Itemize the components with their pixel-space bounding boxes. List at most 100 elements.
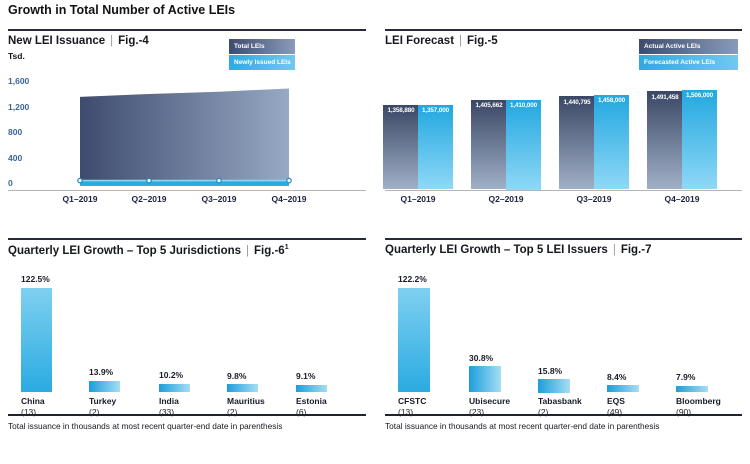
bar-cfstc xyxy=(398,287,430,393)
x-label: Q4–2019 xyxy=(271,194,307,204)
title-separator: | xyxy=(246,244,250,257)
fig4-x-axis xyxy=(8,189,366,192)
fig4-unit-label: Tsd. xyxy=(8,51,25,61)
count-label: (33) xyxy=(159,406,175,417)
count-label: (13) xyxy=(21,406,37,417)
y-tick: 400 xyxy=(8,153,23,163)
data-point-markers xyxy=(77,177,292,184)
fig5-title-text: LEI Forecast xyxy=(385,35,455,47)
x-label: Q2–2019 xyxy=(131,194,167,204)
bar-value-label: 1,506,000 xyxy=(685,92,714,100)
fig6-footnote-marker: 1 xyxy=(284,244,289,251)
divider xyxy=(385,238,742,240)
fig4-title: New LEI Issuance | Fig.-4 xyxy=(8,35,149,47)
bar-percent-label: 122.2% xyxy=(398,274,427,285)
data-point-marker xyxy=(286,177,292,184)
title-separator: | xyxy=(110,35,114,47)
bar-india xyxy=(159,383,190,393)
fig6-footnote: Total issuance in thousands at most rece… xyxy=(8,421,283,431)
bar-percent-label: 7.9% xyxy=(676,372,696,383)
footnote-divider xyxy=(8,414,366,416)
bar-percent-label: 30.8% xyxy=(469,352,494,363)
bar-value-label: 1,405,662 xyxy=(475,102,503,110)
category-label: CFSTC xyxy=(398,396,427,406)
x-label: Q1–2019 xyxy=(400,194,436,204)
fig7-title: Quarterly LEI Growth – Top 5 LEI Issuers… xyxy=(385,244,651,256)
fig7-number: Fig.-7 xyxy=(620,244,652,256)
legend-forecasted-active: Forecasted Active LEIs xyxy=(639,55,738,70)
bar-forecast: 1,357,000 xyxy=(418,104,453,190)
y-tick: 800 xyxy=(8,127,23,137)
count-label: (23) xyxy=(469,406,485,417)
x-label: Q1–2019 xyxy=(62,194,98,204)
total-leis-area xyxy=(80,88,289,181)
x-label: Q4–2019 xyxy=(664,194,700,204)
newly-issued-band xyxy=(80,180,289,186)
bar-forecast: 1,458,000 xyxy=(594,94,629,190)
fig7-footnote: Total issuance in thousands at most rece… xyxy=(385,421,660,431)
count-label: (90) xyxy=(676,406,692,417)
count-label: (2) xyxy=(89,406,100,417)
count-label: (49) xyxy=(607,406,623,417)
bar-value-label: 1,410,000 xyxy=(509,102,538,109)
x-label: Q2–2019 xyxy=(488,194,524,204)
bar-actual: 1,358,880 xyxy=(383,104,419,190)
fig4-number: Fig.-4 xyxy=(118,35,149,47)
count-label: (13) xyxy=(398,406,414,417)
category-label: Tabasbank xyxy=(538,396,582,406)
data-point-marker xyxy=(216,177,222,184)
fig6-number: Fig.-6 xyxy=(254,244,285,257)
data-point-marker xyxy=(77,177,83,184)
category-label: India xyxy=(159,396,179,406)
fig5-number: Fig.-5 xyxy=(467,35,498,47)
category-label: China xyxy=(21,396,45,406)
count-label: (6) xyxy=(296,406,307,417)
footnote-divider xyxy=(385,414,742,416)
bar-bloomberg xyxy=(676,385,708,393)
category-label: Mauritius xyxy=(227,396,265,406)
legend-actual-active: Actual Active LEIs xyxy=(639,39,738,54)
bar-percent-label: 15.8% xyxy=(538,365,563,376)
fig5-x-axis xyxy=(385,189,742,192)
y-tick: 0 xyxy=(8,178,13,188)
y-tick: 1,200 xyxy=(8,102,30,112)
bar-actual: 1,491,458 xyxy=(647,91,683,190)
bar-value-label: 1,358,880 xyxy=(387,107,415,115)
bar-percent-label: 8.4% xyxy=(607,371,627,382)
category-label: Estonia xyxy=(296,396,327,406)
bar-forecast: 1,506,000 xyxy=(682,89,717,190)
fig6-title: Quarterly LEI Growth – Top 5 Jurisdictio… xyxy=(8,244,289,257)
fig5-title: LEI Forecast | Fig.-5 xyxy=(385,35,498,47)
legend-newly-issued: Newly Issued LEIs xyxy=(229,55,295,70)
divider xyxy=(8,238,366,240)
count-label: (2) xyxy=(227,406,238,417)
bar-actual: 1,405,662 xyxy=(471,99,507,190)
divider xyxy=(385,29,742,31)
bar-actual: 1,440,795 xyxy=(559,96,595,190)
bar-ubisecure xyxy=(469,366,501,393)
bar-tabasbank xyxy=(538,379,570,393)
bar-value-label: 1,458,000 xyxy=(597,97,626,105)
title-separator: | xyxy=(459,35,463,47)
fig6-title-text: Quarterly LEI Growth – Top 5 Jurisdictio… xyxy=(8,244,242,257)
bar-percent-label: 13.9% xyxy=(89,367,114,378)
x-label: Q3–2019 xyxy=(201,194,237,204)
category-label: EQS xyxy=(607,396,625,406)
bar-estonia xyxy=(296,384,327,393)
bar-value-label: 1,491,458 xyxy=(651,93,679,101)
x-label: Q3–2019 xyxy=(576,194,612,204)
legend-total-leis: Total LEIs xyxy=(229,39,295,54)
fig7-title-text: Quarterly LEI Growth – Top 5 LEI Issuers xyxy=(385,244,608,256)
bar-value-label: 1,357,000 xyxy=(421,107,450,115)
category-label: Ubisecure xyxy=(469,396,511,406)
y-tick: 1,600 xyxy=(8,76,30,86)
category-label: Bloomberg xyxy=(676,396,721,406)
bar-mauritius xyxy=(227,384,258,393)
data-point-marker xyxy=(146,177,152,184)
page-title: Growth in Total Number of Active LEIs xyxy=(8,3,236,17)
bar-percent-label: 10.2% xyxy=(159,370,184,381)
bar-turkey xyxy=(89,380,120,393)
count-label: (2) xyxy=(538,406,549,417)
fig4-legend: Total LEIs Newly Issued LEIs xyxy=(229,39,295,71)
fig5-legend: Actual Active LEIs Forecasted Active LEI… xyxy=(639,39,738,71)
